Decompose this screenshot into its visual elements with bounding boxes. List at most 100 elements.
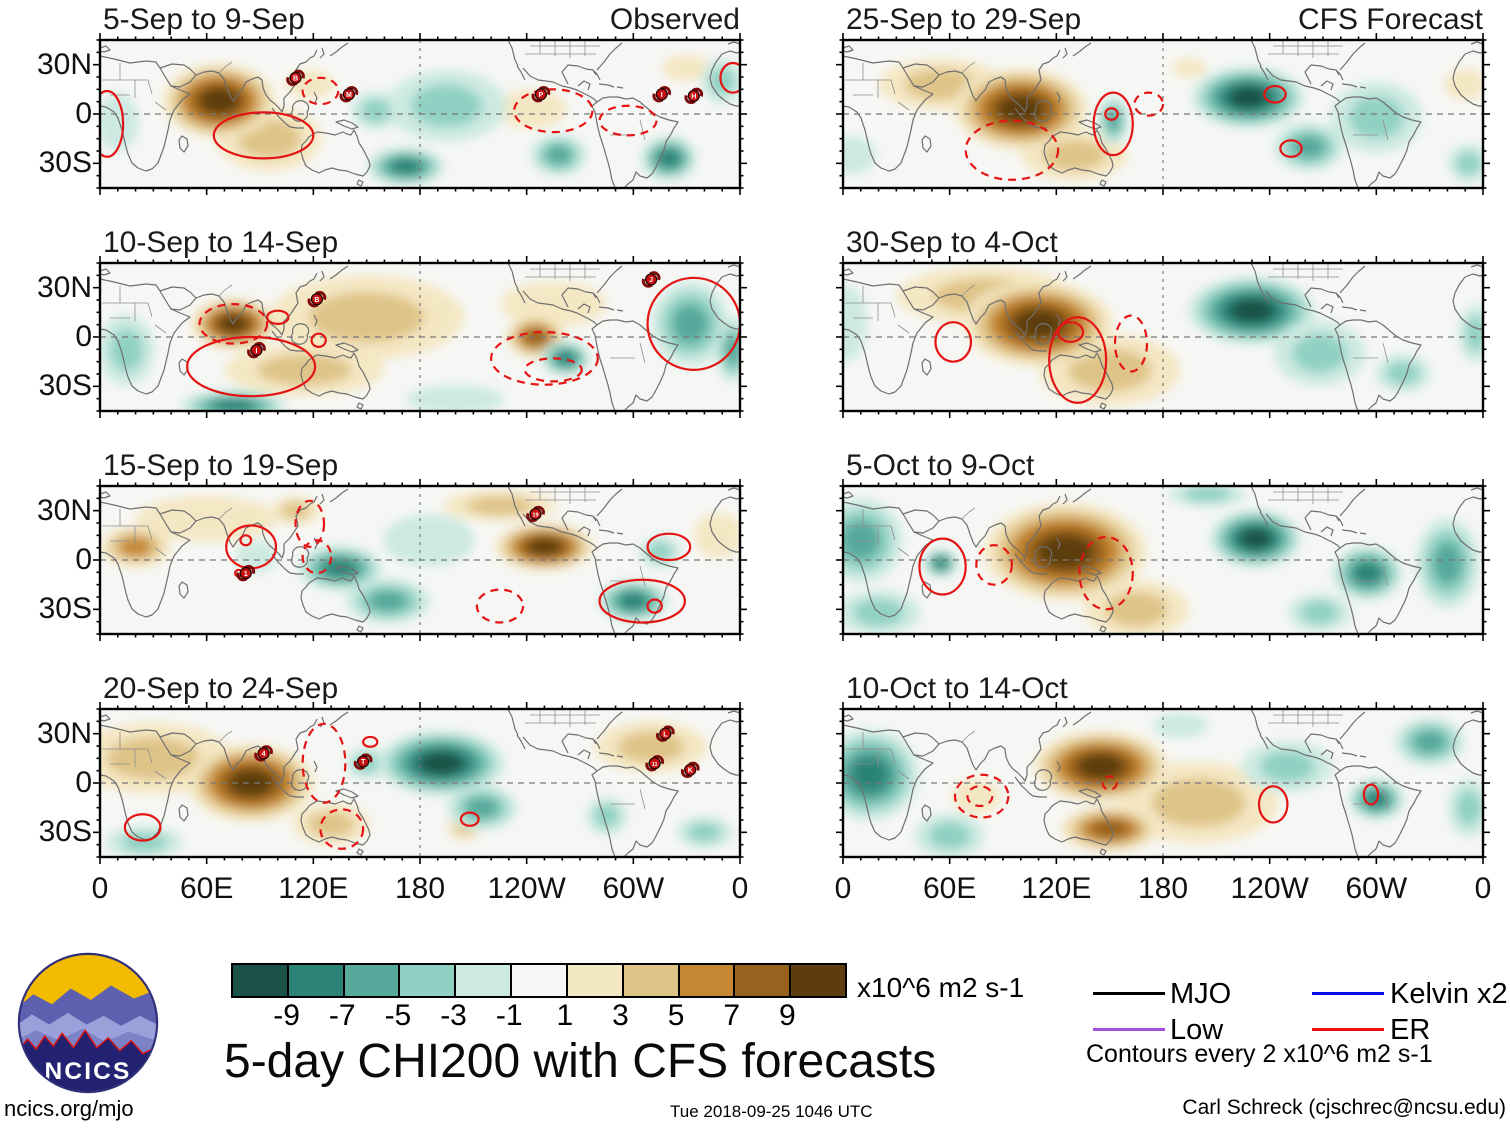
panel-title: 5-Oct to 9-Oct [846, 449, 1035, 482]
country-borders [845, 486, 1389, 587]
svg-text:J: J [649, 277, 653, 284]
svg-text:11: 11 [652, 762, 658, 768]
coastlines [843, 709, 1483, 857]
site-url[interactable]: ncics.org/mjo [4, 1096, 134, 1121]
legend-label-ER: ER [1390, 1014, 1431, 1046]
storm-icon-H: H [684, 87, 704, 105]
lat-label-30N: 30N [36, 47, 92, 81]
panel-frame [98, 484, 742, 636]
country-borders [845, 263, 1389, 364]
lat-label-30S: 30S [38, 815, 92, 849]
map-panel-10-Oct-to-14-Oct [836, 702, 1490, 864]
svg-text:I: I [255, 348, 257, 355]
legend-label-MJO: MJO [1170, 978, 1232, 1010]
storm-icon-L: L [656, 725, 675, 742]
panel-frame [98, 707, 742, 859]
coastlines [843, 263, 1483, 411]
wave-contours [953, 773, 1380, 824]
colorbar-segment-7 [623, 965, 680, 996]
colorbar-tick--7: -7 [328, 999, 356, 1032]
legend-line-MJO [1093, 992, 1165, 995]
svg-text:P: P [539, 92, 544, 99]
storm-icon-T: T [353, 753, 373, 770]
colorbar-segment-10 [791, 965, 845, 996]
ncics-logo: NCICS [17, 952, 159, 1094]
lon-label-0: 0 [91, 872, 109, 905]
storm-icon-11: 11 [645, 755, 664, 772]
panel-title: 10-Sep to 14-Sep [103, 226, 339, 259]
lat-label-30S: 30S [38, 146, 92, 180]
colorbar-tick--5: -5 [384, 999, 412, 1032]
coastlines [100, 40, 740, 188]
storm-icon-P: P [531, 86, 551, 103]
panel-frame [841, 707, 1485, 859]
wave-contours [100, 61, 740, 160]
colorbar-segment-2 [344, 965, 401, 996]
lon-label-3: 180 [394, 872, 446, 905]
svg-text:L: L [663, 731, 668, 738]
lat-label-30N: 30N [36, 270, 92, 304]
storm-icon-1: 1 [236, 564, 256, 582]
map-svg [836, 702, 1490, 864]
panel-title: 10-Oct to 14-Oct [846, 672, 1068, 705]
map-panel-15-Sep-to-19-Sep: 1 19 [93, 479, 747, 641]
column-heading: Observed [609, 3, 740, 36]
svg-text:T: T [361, 759, 366, 766]
colorbar-tick--9: -9 [273, 999, 300, 1032]
map-svg [836, 479, 1490, 641]
panel-frame [841, 261, 1485, 413]
legend-line-Low [1093, 1028, 1165, 1031]
lat-label-30N: 30N [36, 493, 92, 527]
storm-icon-4: 4 [254, 745, 273, 762]
map-panel-25-Sep-to-29-Sep [836, 33, 1490, 195]
coastlines [100, 486, 740, 634]
colorbar-tick-7: 7 [723, 999, 741, 1032]
panel-title: 30-Sep to 4-Oct [846, 226, 1058, 259]
country-borders [102, 263, 646, 364]
map-svg: B I J [93, 256, 747, 418]
author-credit: Carl Schreck (cjschrec@ncsu.edu) [1182, 1096, 1506, 1119]
wave-contours [964, 84, 1303, 181]
wave-contours [918, 535, 1134, 611]
svg-text:B: B [293, 75, 298, 82]
lat-label-30N: 30N [36, 716, 92, 750]
legend-line-ER [1312, 1028, 1384, 1031]
axis-ticks [93, 256, 747, 418]
lon-label-6: 0 [731, 872, 749, 905]
legend-line-Kelvin-x2 [1312, 992, 1384, 995]
panel-title: 20-Sep to 24-Sep [103, 672, 339, 705]
lat-label-30S: 30S [38, 592, 92, 626]
lon-label-5: 60W [602, 872, 665, 905]
legend-label-Kelvin-x2: Kelvin x2 [1390, 978, 1508, 1010]
lon-label-2: 120E [278, 872, 349, 905]
colorbar-segment-0 [233, 965, 289, 996]
coastlines [843, 486, 1483, 634]
map-panel-30-Sep-to-4-Oct [836, 256, 1490, 418]
colorbar-segment-6 [567, 965, 624, 996]
colorbar-tick-labels: -9 -7 -5 -3 -1 1 3 5 7 9 [231, 999, 843, 1033]
country-borders [845, 40, 1389, 141]
legend-label-Low: Low [1170, 1014, 1224, 1046]
lon-label-0: 0 [834, 872, 852, 905]
panel-frame [98, 261, 742, 413]
map-svg: 4 T L 11 K [93, 702, 747, 864]
coastlines [843, 40, 1483, 188]
lon-label-4: 120W [1230, 872, 1309, 905]
map-panel-20-Sep-to-24-Sep: 4 T L 11 K [93, 702, 747, 864]
svg-text:B: B [314, 297, 319, 304]
colorbar-tick-5: 5 [667, 999, 685, 1032]
figure-title: 5-day CHI200 with CFS forecasts [224, 1035, 937, 1088]
colorbar-segment-8 [679, 965, 736, 996]
country-borders [845, 709, 1389, 810]
colorbar-units: x10^6 m2 s-1 [857, 972, 1025, 1003]
storm-icon-B: B [307, 291, 327, 308]
country-borders [102, 709, 646, 810]
colorbar-segment-4 [456, 965, 513, 996]
lon-label-1: 60E [179, 872, 234, 905]
map-svg [836, 33, 1490, 195]
map-panel-10-Sep-to-14-Sep: B I J [93, 256, 747, 418]
wave-contours [934, 314, 1149, 404]
panel-frame [841, 38, 1485, 190]
lon-label-2: 120E [1021, 872, 1092, 905]
